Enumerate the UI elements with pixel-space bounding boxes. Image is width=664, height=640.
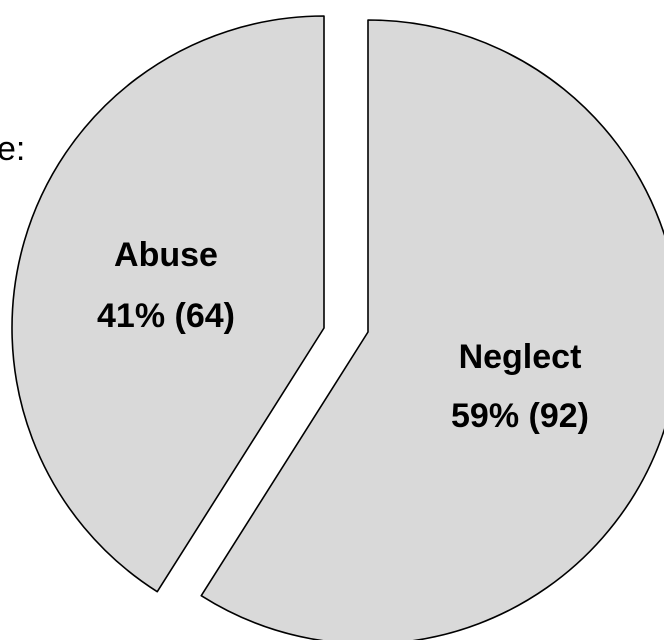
clipped-text-fragment: e:: [0, 130, 25, 168]
slice-value-neglect: 59% (92): [451, 397, 589, 435]
slice-value-abuse: 41% (64): [97, 297, 235, 335]
pie-slice-neglect: [200, 19, 664, 640]
slice-label-abuse: Abuse: [114, 236, 218, 274]
pie-slices: [11, 15, 664, 640]
pie-labels: Abuse 41% (64) Neglect 59% (92): [97, 236, 589, 435]
slice-label-neglect: Neglect: [459, 338, 582, 376]
pie-slice-abuse: [11, 15, 325, 593]
